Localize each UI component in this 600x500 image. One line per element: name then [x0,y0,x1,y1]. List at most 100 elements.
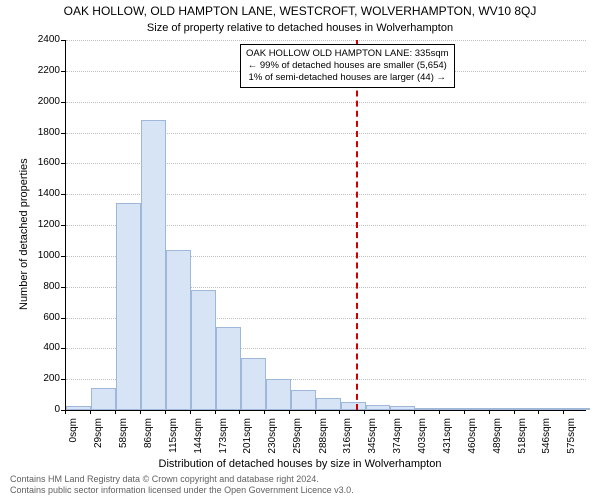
x-tick-label: 0sqm [68,418,79,463]
x-tick-mark [364,410,365,414]
x-tick-label: 575sqm [566,418,577,463]
x-tick-label: 58sqm [118,418,129,463]
reference-line [356,40,358,410]
histogram-chart: OAK HOLLOW, OLD HAMPTON LANE, WESTCROFT,… [0,0,600,500]
x-tick-mark [414,410,415,414]
x-tick-mark [140,410,141,414]
x-tick-label: 288sqm [318,418,329,463]
x-tick-label: 173sqm [218,418,229,463]
y-tick-label: 600 [20,312,60,323]
x-tick-mark [389,410,390,414]
y-tick-mark [61,225,65,226]
annotation-line3: 1% of semi-detached houses are larger (4… [246,72,449,84]
x-tick-label: 259sqm [292,418,303,463]
x-tick-mark [239,410,240,414]
x-tick-label: 201sqm [242,418,253,463]
histogram-bar [515,408,540,410]
y-tick-mark [61,318,65,319]
x-tick-mark [165,410,166,414]
histogram-bar [116,203,141,410]
y-tick-label: 1200 [20,219,60,230]
x-tick-mark [289,410,290,414]
histogram-bar [316,398,341,410]
footer: Contains HM Land Registry data © Crown c… [10,474,354,496]
histogram-bar [66,406,91,410]
x-tick-mark [439,410,440,414]
chart-title: OAK HOLLOW, OLD HAMPTON LANE, WESTCROFT,… [0,4,600,18]
x-tick-label: 115sqm [168,418,179,463]
x-tick-mark [315,410,316,414]
y-tick-label: 0 [20,404,60,415]
gridline [66,40,586,41]
x-tick-mark [264,410,265,414]
histogram-bar [166,250,191,410]
x-tick-label: 431sqm [442,418,453,463]
footer-line1: Contains HM Land Registry data © Crown c… [10,474,354,485]
histogram-bar [91,388,116,410]
histogram-bar [241,358,266,410]
y-tick-label: 1000 [20,250,60,261]
histogram-bar [366,405,391,410]
y-tick-mark [61,133,65,134]
x-tick-label: 345sqm [367,418,378,463]
x-tick-label: 29sqm [93,418,104,463]
histogram-bar [490,408,515,410]
x-tick-label: 86sqm [143,418,154,463]
y-tick-mark [61,194,65,195]
y-tick-mark [61,71,65,72]
histogram-bar [390,406,415,410]
y-tick-mark [61,40,65,41]
y-tick-mark [61,256,65,257]
x-tick-mark [339,410,340,414]
y-tick-label: 400 [20,342,60,353]
x-tick-mark [464,410,465,414]
x-tick-label: 144sqm [193,418,204,463]
y-tick-label: 2200 [20,65,60,76]
histogram-bar [141,120,166,410]
y-tick-label: 2400 [20,34,60,45]
histogram-bar [440,408,465,410]
x-tick-mark [115,410,116,414]
annotation-line1: OAK HOLLOW OLD HAMPTON LANE: 335sqm [246,48,449,60]
y-tick-label: 1600 [20,157,60,168]
x-tick-mark [489,410,490,414]
y-tick-mark [61,379,65,380]
x-tick-label: 316sqm [342,418,353,463]
y-tick-mark [61,163,65,164]
x-tick-mark [90,410,91,414]
histogram-bar [291,390,316,410]
x-tick-mark [65,410,66,414]
x-tick-label: 546sqm [541,418,552,463]
x-tick-label: 403sqm [417,418,428,463]
x-tick-label: 460sqm [467,418,478,463]
histogram-bar [216,327,241,410]
histogram-bar [266,379,291,410]
x-tick-mark [538,410,539,414]
x-tick-mark [215,410,216,414]
annotation-box: OAK HOLLOW OLD HAMPTON LANE: 335sqm ← 99… [240,44,455,88]
histogram-bar [415,408,440,410]
annotation-line2: ← 99% of detached houses are smaller (5,… [246,60,449,72]
histogram-bar [341,402,366,410]
x-tick-mark [514,410,515,414]
plot-area [65,40,586,411]
y-tick-mark [61,348,65,349]
histogram-bar [540,408,565,410]
y-tick-label: 200 [20,373,60,384]
y-tick-mark [61,287,65,288]
y-tick-label: 1800 [20,127,60,138]
y-tick-label: 1400 [20,188,60,199]
x-tick-label: 230sqm [267,418,278,463]
histogram-bar [565,408,590,410]
histogram-bar [465,408,490,410]
x-tick-mark [563,410,564,414]
x-tick-label: 374sqm [392,418,403,463]
y-tick-mark [61,102,65,103]
chart-subtitle: Size of property relative to detached ho… [0,22,600,34]
x-tick-mark [190,410,191,414]
x-tick-label: 489sqm [492,418,503,463]
y-tick-label: 2000 [20,96,60,107]
footer-line2: Contains public sector information licen… [10,485,354,496]
histogram-bar [191,290,216,410]
x-tick-label: 518sqm [517,418,528,463]
